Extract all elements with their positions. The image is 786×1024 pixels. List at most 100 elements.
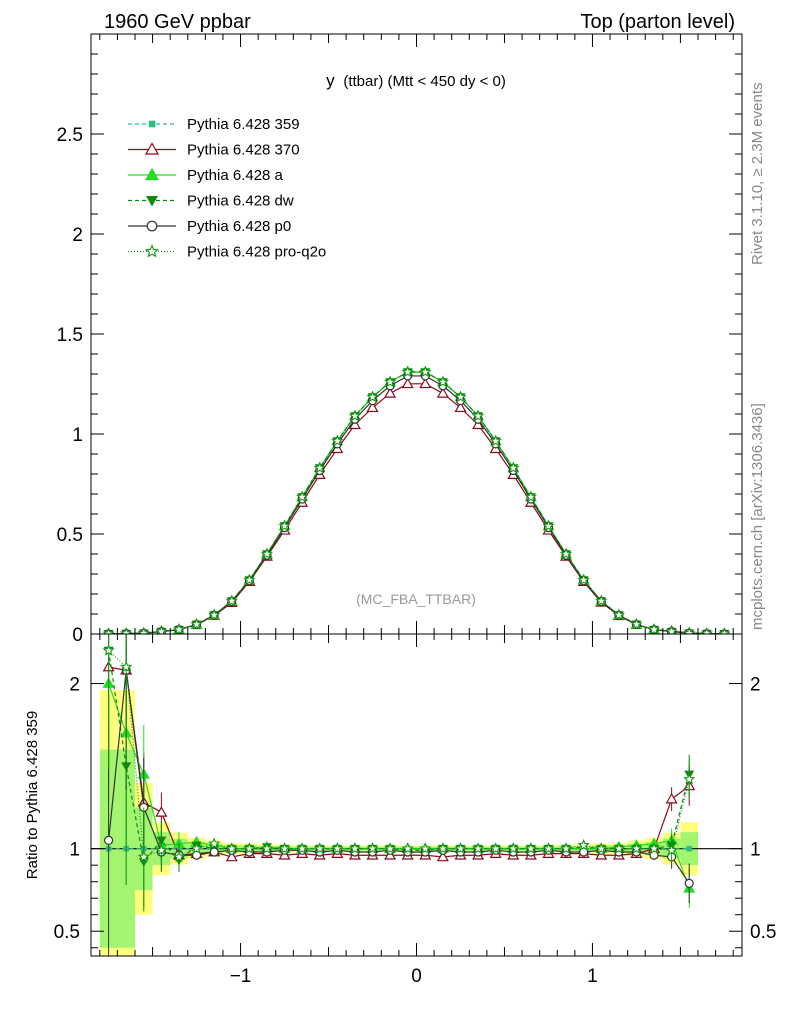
ratio-panel: 0.5 0.5 1 1 2 2 −1 0 1 Ratio to Pythia 6.428 359 [24, 633, 776, 987]
ratio-data-point [190, 842, 203, 854]
ratio-series-line [108, 666, 690, 858]
ratio-data-point [225, 842, 238, 854]
ratio-data-point [436, 850, 449, 862]
ratio-y-tick-label-right: 0.5 [750, 922, 776, 943]
ratio-y-axis-label: Ratio to Pythia 6.428 359 [24, 711, 41, 879]
main-data-point [331, 434, 344, 447]
main-y-tick-label: 0 [72, 625, 83, 646]
ratio-data-point [102, 644, 115, 656]
ratio-data-point [209, 847, 219, 857]
main-data-point [419, 365, 432, 378]
legend-entry: Pythia 6.428 pro-q2o [128, 244, 326, 261]
main-data-point [700, 627, 713, 634]
main-data-point [595, 594, 608, 607]
ratio-data-point [489, 842, 502, 854]
main-data-point [384, 387, 397, 398]
legend-label: Pythia 6.428 370 [187, 142, 300, 159]
main-data-point [630, 617, 643, 630]
ratio-data-point [331, 842, 344, 854]
legend-marker [146, 220, 158, 232]
main-data-point [472, 418, 485, 430]
ratio-data-point [542, 842, 555, 854]
ratio-data-point [436, 842, 450, 854]
mcplots-label: mcplots.cern.ch [arXiv:1306.3436] [749, 403, 766, 630]
main-y-tick-label: 0.5 [57, 525, 83, 546]
ratio-data-point [577, 838, 590, 851]
ratio-series-line [108, 683, 690, 889]
main-data-point [542, 519, 555, 532]
main-y-tick-label: 1.5 [57, 325, 83, 346]
ratio-series-5 [102, 634, 696, 907]
main-data-point [612, 608, 625, 621]
main-data-point [278, 519, 291, 532]
plot-title-sub: (ttbar) (Mtt < 450 dy < 0) [343, 73, 506, 90]
ratio-y-tick-label: 0.5 [54, 922, 80, 943]
main-data-point [718, 627, 731, 634]
legend: Pythia 6.428 359 Pythia 6.428 370 Pythia 6… [128, 116, 326, 261]
ratio-data-point [155, 806, 168, 817]
main-data-point [137, 626, 150, 634]
plot-title-main: y [326, 71, 335, 90]
main-data-point [296, 490, 309, 503]
ratio-data-point [507, 842, 520, 854]
ratio-series-4 [103, 634, 694, 956]
main-data-point [225, 594, 238, 607]
ratio-data-point [471, 842, 485, 854]
main-data-point [243, 573, 256, 586]
ratio-data-point [208, 837, 221, 849]
main-data-point [172, 623, 186, 634]
ratio-data-point [313, 842, 326, 854]
ratio-y-tick-label-right: 2 [750, 675, 761, 696]
ratio-data-point [225, 850, 238, 862]
x-tick-label: 0 [411, 966, 422, 987]
ratio-series-2 [102, 634, 696, 909]
legend-label: Pythia 6.428 p0 [187, 218, 291, 235]
ratio-data-point [665, 792, 678, 804]
ratio-data-point [612, 842, 625, 854]
main-data-point [401, 377, 414, 389]
ratio-data-point [155, 843, 168, 856]
legend-marker [148, 120, 156, 128]
main-y-tick-label: 2 [72, 225, 83, 246]
main-data-point [524, 490, 537, 503]
legend-label: Pythia 6.428 pro-q2o [187, 244, 326, 261]
ratio-data-point [172, 850, 186, 863]
ratio-series-line [108, 650, 690, 858]
main-data-point [260, 547, 274, 560]
ratio-series-3 [103, 634, 695, 912]
ratio-data-point [366, 842, 379, 854]
ratio-data-point [559, 842, 573, 854]
main-y-tick-label: 1 [72, 425, 83, 446]
main-series-5 [102, 365, 731, 634]
plot-title: y (ttbar) (Mtt < 450 dy < 0) [326, 71, 506, 90]
main-data-point [489, 434, 502, 447]
legend-marker [144, 167, 160, 181]
main-data-point [348, 418, 361, 430]
rivet-version-label: Rivet 3.1.10, ≥ 2.3M events [749, 83, 766, 266]
ratio-series-1 [102, 634, 696, 868]
legend-entry: Pythia 6.428 a [128, 167, 284, 184]
main-data-point [383, 375, 397, 388]
ratio-data-point [278, 842, 291, 854]
ratio-data-point [260, 842, 274, 854]
main-data-point [436, 387, 449, 398]
ratio-data-point [383, 842, 397, 854]
main-data-point [683, 626, 696, 634]
main-data-point [436, 375, 450, 388]
ratio-data-point [401, 842, 414, 854]
main-data-point [208, 608, 221, 621]
main-data-point [454, 401, 467, 413]
ratio-data-point [137, 850, 150, 863]
ratio-data-point [348, 842, 362, 854]
ratio-y-tick-label-right: 1 [750, 840, 761, 861]
legend-marker [146, 196, 158, 207]
legend-entry: Pythia 6.428 p0 [128, 218, 291, 235]
main-data-point [471, 409, 485, 422]
legend-entry: Pythia 6.428 359 [128, 116, 300, 133]
ratio-data-point [524, 842, 537, 854]
ratio-data-point [595, 842, 608, 854]
x-tick-label: −1 [230, 966, 252, 987]
main-data-point [313, 461, 326, 474]
ratio-data-point [683, 772, 696, 785]
